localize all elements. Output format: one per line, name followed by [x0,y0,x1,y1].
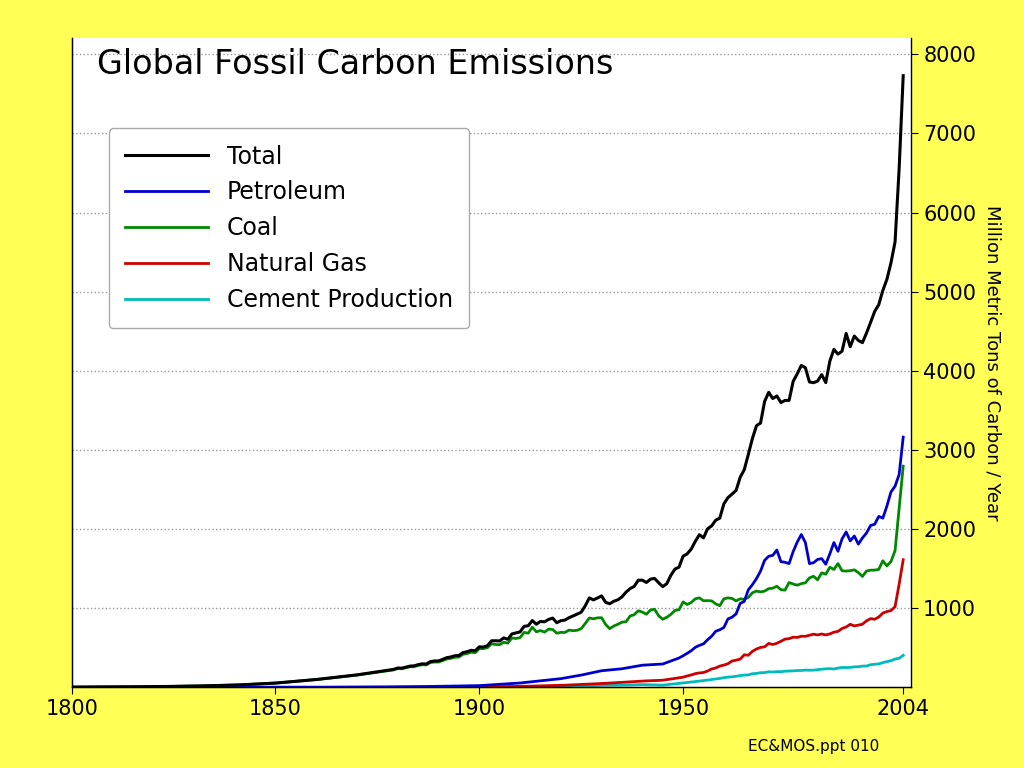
Coal [897,462,909,471]
Natural Gas [588,680,600,689]
Coal [171,682,183,691]
Natural Gas [823,629,836,638]
Cement Production [571,681,584,690]
Natural Gas [66,683,78,692]
Natural Gas [628,677,640,686]
Cement Production [522,683,535,692]
Line: Total: Total [72,76,903,687]
Line: Petroleum: Petroleum [72,437,903,687]
Line: Natural Gas: Natural Gas [72,560,903,687]
Line: Cement Production: Cement Production [72,655,903,687]
Legend: Total, Petroleum, Coal, Natural Gas, Cement Production: Total, Petroleum, Coal, Natural Gas, Cem… [109,128,469,329]
Line: Coal: Coal [72,466,903,687]
Y-axis label: Million Metric Tons of Carbon / Year: Million Metric Tons of Carbon / Year [983,205,1001,521]
Cement Production [897,650,909,660]
Total [588,595,600,604]
Natural Gas [897,555,909,564]
Coal [522,629,535,638]
Cement Production [66,683,78,692]
Natural Gas [522,681,535,690]
Cement Production [628,680,640,690]
Natural Gas [171,683,183,692]
Coal [823,562,836,571]
Petroleum [588,668,600,677]
Natural Gas [571,680,584,689]
Petroleum [66,683,78,692]
Coal [588,614,600,624]
Petroleum [571,671,584,680]
Total [522,621,535,631]
Petroleum [897,432,909,442]
Cement Production [823,664,836,674]
Cement Production [171,683,183,692]
Total [897,71,909,81]
Total [823,356,836,366]
Coal [571,626,584,635]
Coal [628,610,640,619]
Total [171,682,183,691]
Coal [66,683,78,692]
Petroleum [823,549,836,558]
Text: EC&MOS.ppt 010: EC&MOS.ppt 010 [748,739,879,754]
Text: Global Fossil Carbon Emissions: Global Fossil Carbon Emissions [97,48,613,81]
Cement Production [588,681,600,690]
Total [571,610,584,619]
Petroleum [628,662,640,671]
Total [66,683,78,692]
Petroleum [522,677,535,687]
Petroleum [171,683,183,692]
Total [628,582,640,591]
